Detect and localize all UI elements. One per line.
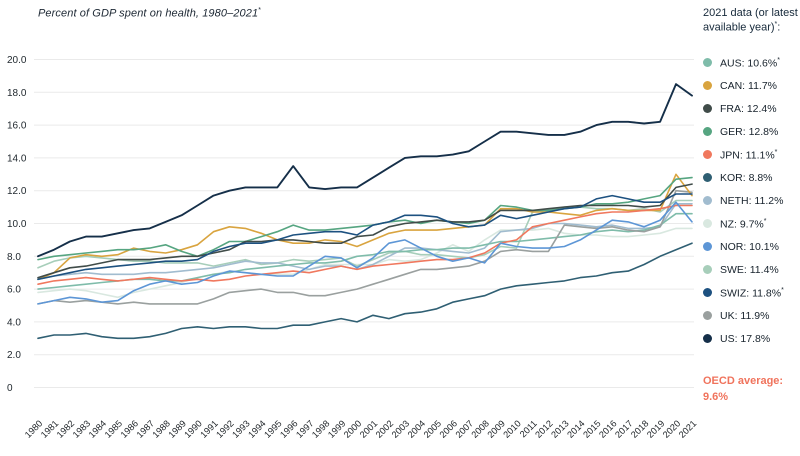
series-color-dot: [703, 150, 712, 160]
legend-footnote-mark: *: [777, 56, 780, 64]
chart-title-footnote-mark: *: [258, 7, 262, 14]
legend-item-aus: AUS: 10.6%*: [703, 51, 799, 74]
legend-item-ger: GER: 12.8%: [703, 120, 799, 143]
x-axis-tick-label: 1980: [23, 418, 45, 440]
legend-item-list: AUS: 10.6%* CAN: 11.7% FRA: 12.4% GER: 1…: [703, 51, 799, 350]
legend-header-footnote-mark: *: [774, 21, 778, 29]
series-line-nor: [37, 201, 693, 305]
legend-item-swiz: SWIZ: 11.8%*: [703, 281, 799, 304]
series-line-aus: [37, 212, 693, 290]
legend-item-swe: SWE: 11.4%: [703, 258, 799, 281]
legend-item-label: SWIZ: 11.8%*: [720, 286, 784, 300]
series-line-jpn: [37, 204, 693, 286]
legend-header-colon: :: [777, 21, 781, 34]
series-color-dot: [703, 242, 712, 252]
legend-item-label: NETH: 11.2%: [720, 194, 784, 207]
x-axis-tick-label: 2008: [469, 418, 491, 440]
y-axis-tick-label: 18.0: [7, 88, 27, 99]
legend-item-uk: UK: 11.9%: [703, 304, 799, 327]
oecd-average-value: 9.6%: [703, 391, 729, 404]
x-axis-tick-label: 2002: [374, 418, 396, 440]
x-axis-tick-label: 2010: [501, 418, 523, 440]
legend-footnote-mark: *: [774, 148, 778, 156]
x-axis-tick-label: 2020: [661, 418, 683, 440]
series-line-kor: [37, 242, 693, 340]
legend-item-label: CAN: 11.7%: [720, 79, 777, 92]
legend-item-label: NOR: 10.1%: [720, 240, 779, 253]
y-axis-tick-label: 20.0: [7, 55, 27, 66]
x-axis-tick-label: 1986: [119, 418, 141, 440]
x-axis-tick-label: 2021: [677, 418, 699, 440]
x-axis-tick-label: 2004: [406, 418, 428, 440]
legend-item-nor: NOR: 10.1%: [703, 235, 799, 258]
y-axis-tick-label: 0: [7, 383, 13, 394]
series-line-ger: [37, 176, 693, 261]
legend-footnote-mark: *: [781, 286, 784, 294]
chart-legend: 2021 data (or latest available year)*: A…: [703, 6, 799, 406]
x-axis-tick-label: 1998: [310, 418, 332, 440]
y-axis-tick-label: 14.0: [7, 153, 27, 164]
series-color-dot: [703, 127, 712, 137]
x-axis-tick-label: 2006: [438, 418, 460, 440]
legend-item-label: UK: 11.9%: [720, 309, 770, 322]
series-color-dot: [703, 311, 712, 321]
legend-header-text: 2021 data (or latest available year): [703, 7, 798, 34]
y-axis-tick-label: 8.0: [7, 252, 21, 263]
y-axis-tick-label: 4.0: [7, 317, 21, 328]
legend-item-label: GER: 12.8%: [720, 125, 779, 138]
series-line-us: [37, 83, 693, 258]
legend-item-can: CAN: 11.7%: [703, 74, 799, 97]
series-color-dot: [703, 173, 712, 183]
x-axis-tick-label: 2000: [342, 418, 364, 440]
y-axis-tick-label: 12.0: [7, 186, 27, 197]
legend-item-label: NZ: 9.7%*: [720, 217, 767, 231]
legend-item-kor: KOR: 8.8%: [703, 166, 799, 189]
legend-item-us: US: 17.8%: [703, 327, 799, 350]
legend-item-neth: NETH: 11.2%: [703, 189, 799, 212]
x-axis-tick-label: 1988: [150, 418, 172, 440]
legend-item-label: AUS: 10.6%*: [720, 56, 780, 70]
series-color-dot: [703, 334, 712, 344]
series-color-dot: [703, 219, 712, 229]
series-line-can: [37, 173, 693, 281]
series-color-dot: [703, 104, 712, 114]
x-axis-tick-label: 1990: [182, 418, 204, 440]
series-color-dot: [703, 288, 712, 298]
x-axis-tick-label: 1992: [214, 418, 236, 440]
x-axis-tick-label: 1984: [87, 418, 109, 440]
legend-footnote-mark: *: [763, 217, 767, 225]
legend-item-label: SWE: 11.4%: [720, 263, 779, 276]
chart-title-text: Percent of GDP spent on health, 1980–202…: [38, 7, 259, 20]
series-color-dot: [703, 81, 712, 91]
y-axis-tick-label: 6.0: [7, 285, 21, 296]
x-axis-tick-label: 2018: [629, 418, 651, 440]
series-color-dot: [703, 265, 712, 275]
y-axis-tick-label: 16.0: [7, 121, 27, 132]
legend-item-label: JPN: 11.1%*: [720, 148, 778, 162]
oecd-average-label: OECD average:: [703, 375, 784, 388]
series-color-dot: [703, 58, 712, 68]
legend-item-label: FRA: 12.4%: [720, 102, 777, 115]
legend-item-nz: NZ: 9.7%*: [703, 212, 799, 235]
legend-item-label: US: 17.8%: [720, 332, 771, 345]
legend-header: 2021 data (or latest available year)*:: [703, 6, 799, 35]
series-line-swiz: [37, 193, 693, 281]
x-axis-tick-label: 1982: [55, 418, 77, 440]
legend-item-label: KOR: 8.8%: [720, 171, 773, 184]
x-axis-tick-label: 2016: [597, 418, 619, 440]
legend-item-fra: FRA: 12.4%: [703, 97, 799, 120]
health-spending-line-chart: 0 2.0 4.0 6.0 8.0 10.0 12.0 14.0 16.0 18.0 20.0 198…: [7, 55, 699, 440]
series-color-dot: [703, 196, 712, 206]
x-axis-tick-label: 2012: [533, 418, 555, 440]
x-axis-tick-label: 1994: [246, 418, 268, 440]
oecd-average-note: OECD average: 9.6%: [703, 374, 799, 406]
series-line-uk: [37, 189, 693, 305]
y-axis-tick-label: 2.0: [7, 350, 21, 361]
x-axis-tick-label: 2014: [565, 418, 587, 440]
y-axis-tick-label: 10.0: [7, 219, 27, 230]
legend-item-jpn: JPN: 11.1%*: [703, 143, 799, 166]
chart-title: Percent of GDP spent on health, 1980–202…: [38, 7, 261, 20]
x-axis-tick-label: 1996: [278, 418, 300, 440]
